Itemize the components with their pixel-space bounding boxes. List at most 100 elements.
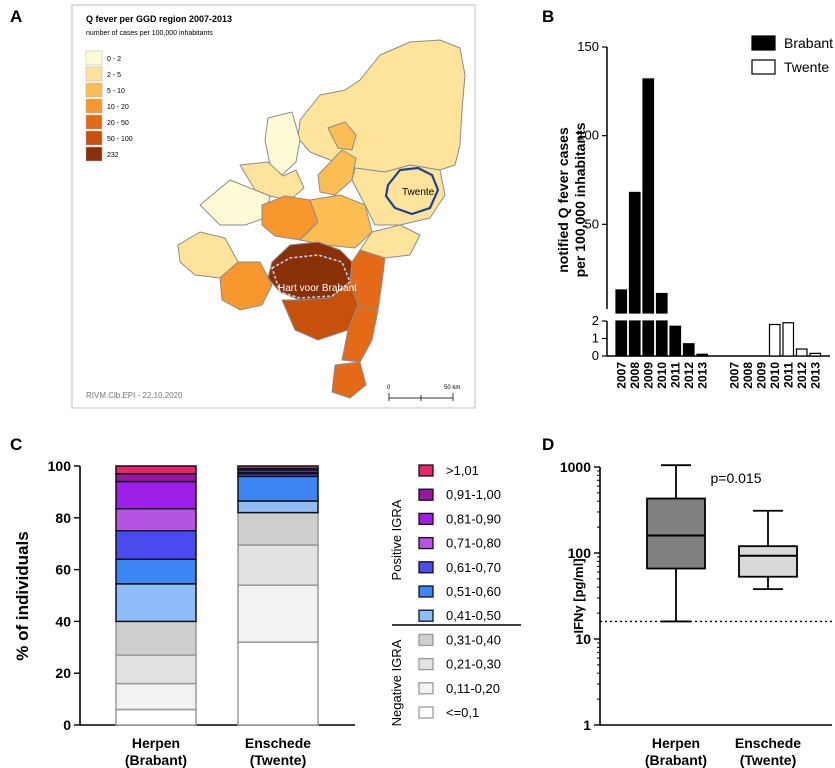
- b-bar-brabant-2008-upper: [628, 191, 641, 314]
- d-y-label: IFNγ [pg/ml]: [571, 558, 586, 633]
- c-legend-swatch-10: [418, 706, 434, 719]
- c-bar-0-10: [115, 465, 197, 475]
- c-ytick-label-40: 40: [55, 613, 71, 629]
- b-bar-brabant-2008-lower: [628, 320, 641, 357]
- b-xtick-brabant-2010: 2010: [655, 362, 669, 389]
- c-xtick-0: Herpen (Brabant): [125, 735, 187, 768]
- region-west-brabant: [219, 261, 273, 311]
- c-legend-label-0: >1,01: [446, 463, 479, 478]
- c-legend-label-8: 0,21-0,30: [446, 657, 501, 672]
- legend-label-2: 5 - 10: [107, 88, 125, 95]
- legend-swatch-6: [85, 146, 103, 162]
- twente-outline: [384, 166, 440, 216]
- c-ytick-label-0: 0: [63, 717, 71, 733]
- c-bar-1-4: [237, 500, 319, 514]
- b-legend-swatch-twente: [751, 59, 776, 75]
- b-xtick-brabant-2007: 2007: [614, 362, 628, 389]
- c-bar-0-4: [115, 583, 197, 623]
- c-legend-label-6: 0,41-0,50: [446, 608, 501, 623]
- b-bar-brabant-2009-upper: [642, 78, 655, 314]
- d-box-1: [738, 545, 798, 578]
- b-xtick-brabant-2013: 2013: [695, 362, 709, 389]
- c-bar-0-2: [115, 654, 197, 685]
- b-bar-brabant-2007-lower: [615, 320, 628, 357]
- b-ytick-label-upper-100: 100: [577, 128, 599, 143]
- region-noordholland-north: [264, 111, 301, 176]
- panel-letter-c: C: [10, 435, 22, 454]
- c-legend-swatch-6: [418, 609, 434, 622]
- b-bar-brabant-2010-lower: [655, 320, 668, 357]
- b-xtick-brabant-2009: 2009: [641, 362, 655, 389]
- d-ytick-label-1: 1: [583, 717, 591, 733]
- d-xtick-1: Enschede (Twente): [735, 735, 801, 768]
- b-bar-brabant-2010-upper: [655, 292, 668, 314]
- c-bar-0-0: [115, 708, 197, 726]
- region-gelderland: [299, 194, 373, 249]
- c-legend-label-4: 0,61-0,70: [446, 560, 501, 575]
- b-legend-swatch-brabant: [751, 35, 776, 51]
- d-xtick-0: Herpen (Brabant): [645, 735, 707, 768]
- c-xtick-1: Enschede (Twente): [245, 735, 311, 768]
- map-label-twente: Twente: [402, 187, 435, 198]
- c-group-positive: Positive IGRA: [389, 499, 404, 580]
- b-xtick-twente-2007: 2007: [727, 362, 741, 389]
- b-y-label: notified Q fever casesper 100,000 inhabi…: [555, 122, 588, 277]
- legend-label-1: 2 - 5: [107, 72, 121, 79]
- panel-letter-a: A: [10, 7, 22, 26]
- c-legend-swatch-1: [418, 488, 434, 501]
- map-label-brabant: Hart voor Brabant: [278, 283, 357, 294]
- c-bar-1-5: [237, 475, 319, 502]
- b-bar-twente-2012-lower: [795, 348, 808, 357]
- c-legend-swatch-2: [418, 512, 434, 526]
- b-xtick-twente-2013: 2013: [808, 362, 822, 389]
- map-legend: 0 - 2 2 - 5 5 - 10 10 - 20 20 - 50 50 - 100 23…: [85, 50, 133, 162]
- map-scale-end: 50 km: [444, 385, 460, 391]
- map-title: Q fever per GGD region 2007-2013: [86, 14, 232, 24]
- c-bar-1-0: [237, 641, 319, 726]
- b-ytick-label-upper-150: 150: [577, 39, 599, 54]
- b-bar-brabant-2012-lower: [682, 343, 695, 357]
- b-bar-brabant-2011-lower: [669, 325, 682, 357]
- b-ytick-label-lower-2: 2: [592, 313, 599, 328]
- c-legend-swatch-0: [418, 464, 434, 477]
- chart-c: 0 20 40 60 80 100 % of individuals Herpen (Braba…: [13, 458, 521, 768]
- c-ytick-label-100: 100: [48, 458, 72, 474]
- c-legend-swatch-7: [418, 633, 434, 647]
- b-ytick-label-lower-0: 0: [592, 348, 599, 363]
- d-box-0: [646, 497, 706, 570]
- legend-label-5: 50 - 100: [107, 136, 133, 143]
- b-bar-twente-2013-lower: [809, 352, 822, 357]
- legend-label-3: 10 - 20: [107, 104, 129, 111]
- b-xtick-brabant-2012: 2012: [682, 362, 696, 389]
- region-limburg-zuid: [331, 361, 367, 399]
- c-legend-label-3: 0,71-0,80: [446, 536, 501, 551]
- c-bar-1-10: [237, 465, 319, 470]
- b-bar-brabant-2007-upper: [615, 289, 628, 314]
- b-xtick-twente-2009: 2009: [754, 362, 768, 389]
- b-xtick-brabant-2008: 2008: [628, 362, 642, 389]
- c-legend-label-1: 0,91-1,00: [446, 487, 501, 502]
- c-bar-0-1: [115, 682, 197, 711]
- c-bar-0-9: [115, 473, 197, 483]
- legend-swatch-5: [85, 130, 103, 146]
- d-ytick-label-10: 10: [575, 631, 591, 647]
- c-legend-label-5: 0,51-0,60: [446, 584, 501, 599]
- d-ytick-label-1000: 1000: [560, 459, 591, 475]
- b-xtick-twente-2011: 2011: [781, 362, 795, 388]
- c-legend-swatch-3: [418, 536, 434, 550]
- b-legend-label-brabant: Brabant: [784, 35, 833, 51]
- c-group-negative: Negative IGRA: [389, 639, 404, 726]
- c-legend-label-7: 0,31-0,40: [446, 632, 501, 647]
- b-xtick-brabant-2011: 2011: [668, 362, 682, 388]
- b-bar-brabant-2013-lower: [696, 353, 709, 357]
- c-legend-swatch-9: [418, 682, 434, 695]
- map-scale-bar: 0 50 km: [387, 385, 460, 401]
- region-gelderland-zuid: [349, 249, 386, 311]
- brabant-outline: [271, 254, 351, 299]
- c-bar-1-1: [237, 584, 319, 643]
- c-bar-1-3: [237, 511, 319, 546]
- c-ytick-label-80: 80: [55, 510, 71, 526]
- c-bar-0-7: [115, 507, 197, 532]
- legend-label-6: 232: [107, 152, 119, 159]
